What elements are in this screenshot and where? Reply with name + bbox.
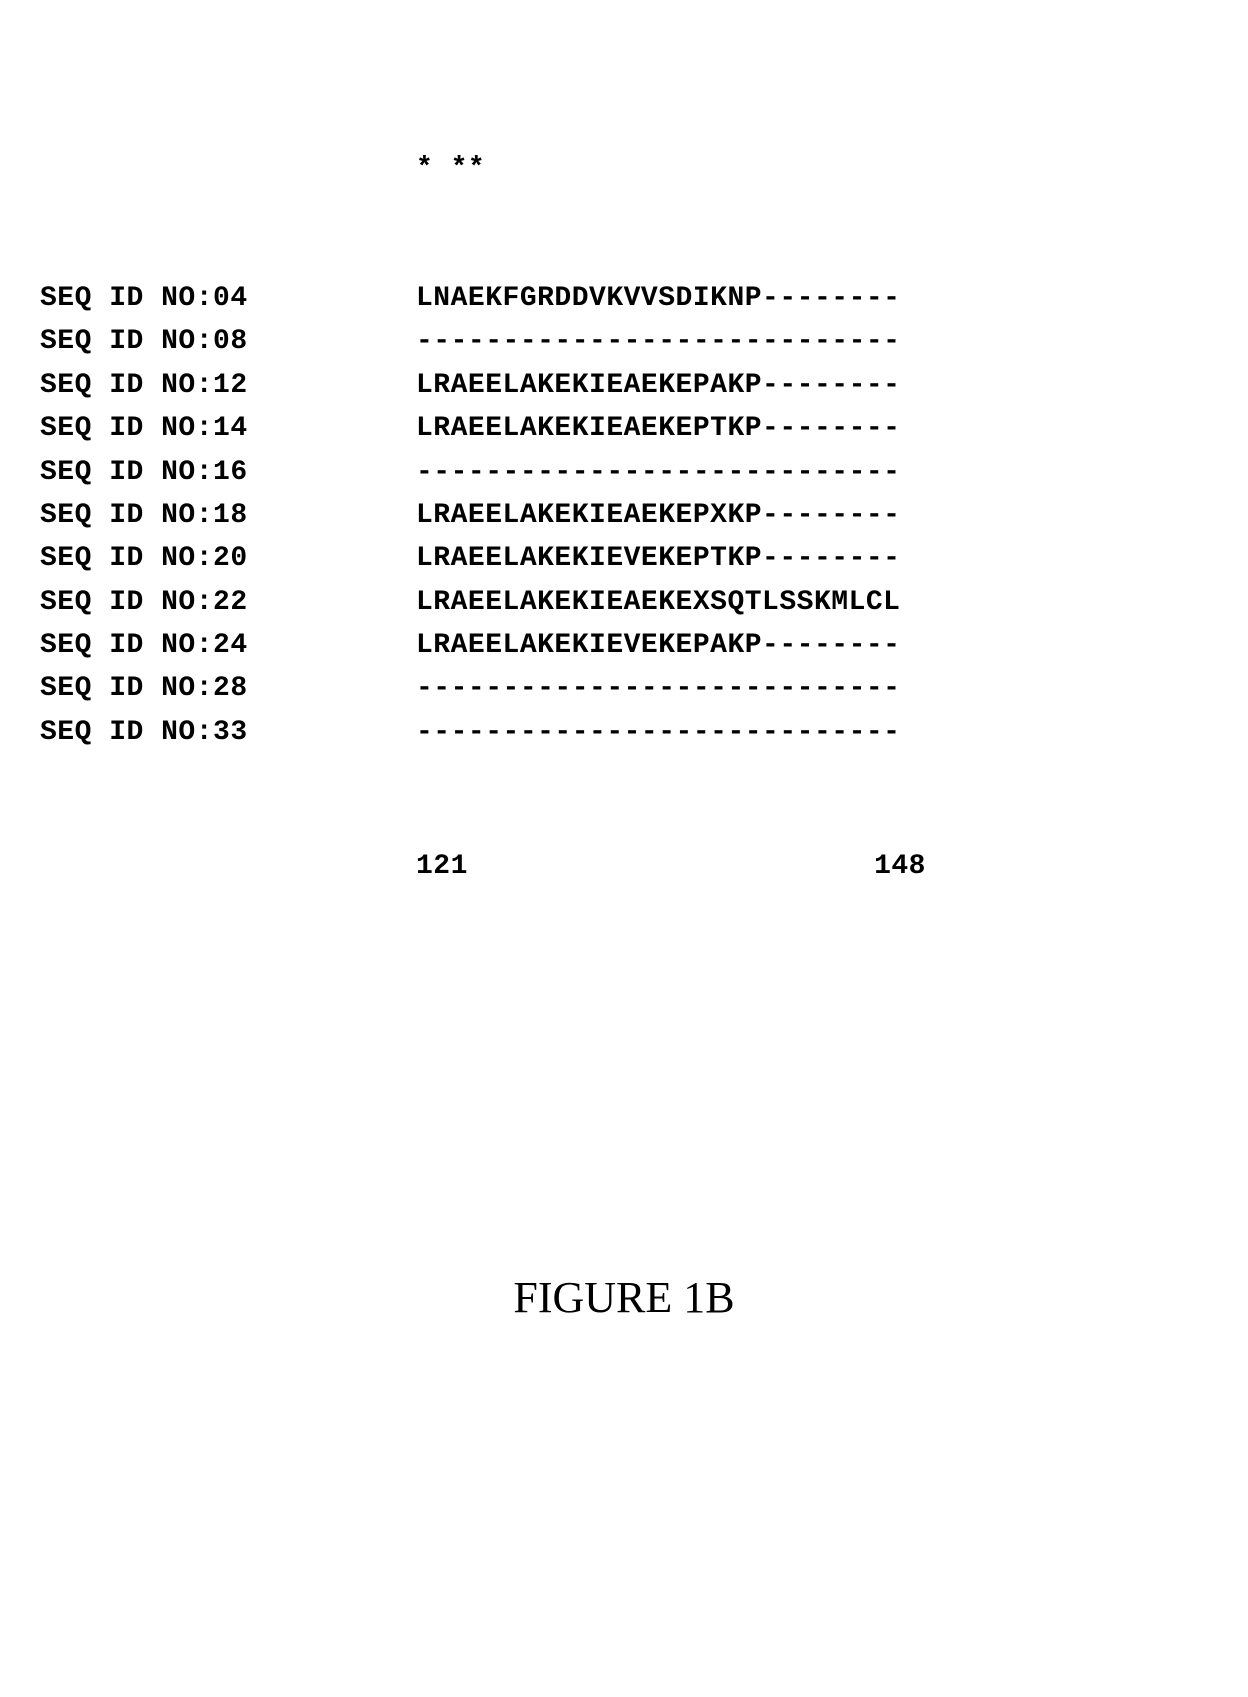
sequence-residues: ---------------------------- — [416, 451, 900, 494]
sequence-row: SEQ ID NO:18 LRAEELAKEKIEAEKEPXKP-------- — [40, 494, 1208, 537]
sequence-id-label: SEQ ID NO:22 — [40, 581, 300, 624]
sequence-row: SEQ ID NO:08 ---------------------------- — [40, 320, 1208, 363]
sequence-id-label: SEQ ID NO:12 — [40, 364, 300, 407]
ruler-start-position: 121 — [416, 845, 476, 888]
sequence-row: SEQ ID NO:16 ---------------------------- — [40, 451, 1208, 494]
sequence-id-label: SEQ ID NO:18 — [40, 494, 300, 537]
sequence-id-label: SEQ ID NO:24 — [40, 624, 300, 667]
sequence-residues: ---------------------------- — [416, 711, 900, 754]
position-ruler: 121 148 — [40, 845, 1208, 888]
figure-caption: FIGURE 1B — [40, 1272, 1208, 1323]
sequence-residues: LNAEKFGRDDVKVVSDIKNP-------- — [416, 277, 900, 320]
sequence-row: SEQ ID NO:20 LRAEELAKEKIEVEKEPTKP-------- — [40, 537, 1208, 580]
sequence-residues: LRAEELAKEKIEVEKEPTKP-------- — [416, 537, 900, 580]
sequence-row: SEQ ID NO:14 LRAEELAKEKIEAEKEPTKP-------- — [40, 407, 1208, 450]
sequence-residues: ---------------------------- — [416, 320, 900, 363]
sequence-residues: ---------------------------- — [416, 667, 900, 710]
ruler-end-position: 148 — [846, 845, 926, 888]
sequence-id-label: SEQ ID NO:16 — [40, 451, 300, 494]
sequence-row: SEQ ID NO:24 LRAEELAKEKIEVEKEPAKP-------- — [40, 624, 1208, 667]
conservation-markers: * ** — [416, 147, 1208, 190]
sequence-id-label: SEQ ID NO:33 — [40, 711, 300, 754]
sequence-residues: LRAEELAKEKIEAEKEPTKP-------- — [416, 407, 900, 450]
sequence-row: SEQ ID NO:33 ---------------------------- — [40, 711, 1208, 754]
sequence-id-label: SEQ ID NO:04 — [40, 277, 300, 320]
sequence-residues: LRAEELAKEKIEAEKEXSQTLSSKMLCL — [416, 581, 900, 624]
sequence-id-label: SEQ ID NO:28 — [40, 667, 300, 710]
sequence-alignment-block: * ** SEQ ID NO:04 LNAEKFGRDDVKVVSDIKNP---… — [40, 60, 1208, 932]
sequence-residues: LRAEELAKEKIEAEKEPXKP-------- — [416, 494, 900, 537]
sequence-id-label: SEQ ID NO:14 — [40, 407, 300, 450]
sequence-id-label: SEQ ID NO:20 — [40, 537, 300, 580]
sequence-row: SEQ ID NO:28 ---------------------------- — [40, 667, 1208, 710]
sequence-residues: LRAEELAKEKIEVEKEPAKP-------- — [416, 624, 900, 667]
sequence-row: SEQ ID NO:12 LRAEELAKEKIEAEKEPAKP-------- — [40, 364, 1208, 407]
sequence-rows: SEQ ID NO:04 LNAEKFGRDDVKVVSDIKNP--------… — [40, 277, 1208, 754]
sequence-row: SEQ ID NO:22 LRAEELAKEKIEAEKEXSQTLSSKMLCL — [40, 581, 1208, 624]
sequence-row: SEQ ID NO:04 LNAEKFGRDDVKVVSDIKNP-------- — [40, 277, 1208, 320]
sequence-residues: LRAEELAKEKIEAEKEPAKP-------- — [416, 364, 900, 407]
sequence-id-label: SEQ ID NO:08 — [40, 320, 300, 363]
